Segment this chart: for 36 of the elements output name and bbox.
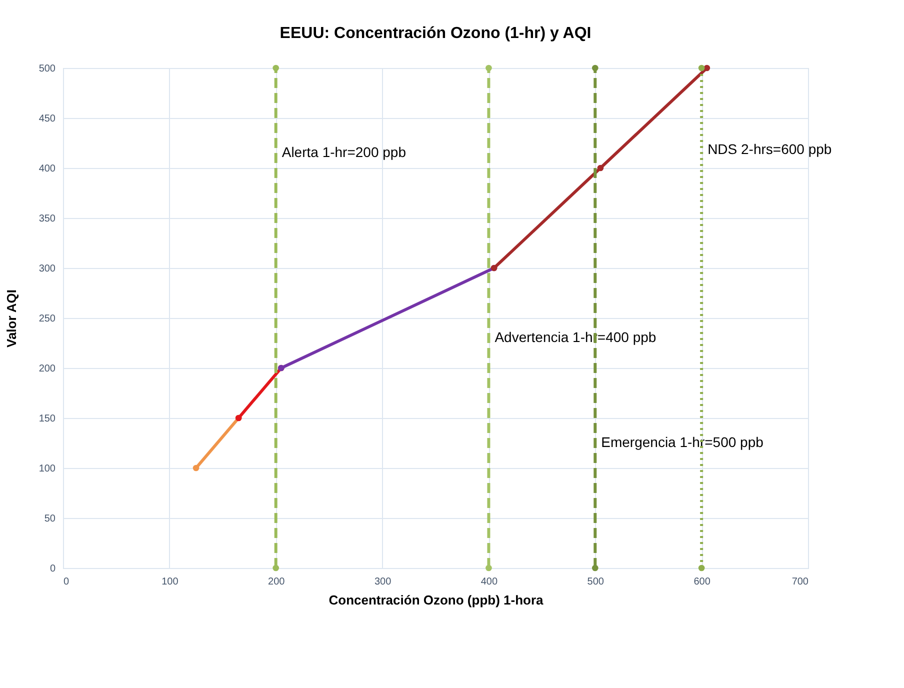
point <box>704 64 710 72</box>
y-tick-label: 500 <box>38 64 56 74</box>
point <box>592 64 598 72</box>
y-axis-title: Valor AQI <box>4 289 19 348</box>
x-tick-label: 700 <box>792 576 809 588</box>
y-tick-label: 100 <box>38 464 56 474</box>
x-tick-label: 200 <box>268 576 286 588</box>
chart-title: EEUU: Concentración Ozono (1-hr) y AQI <box>280 25 592 42</box>
y-tick-label: 250 <box>38 314 56 324</box>
y-tick-label: 450 <box>38 114 56 124</box>
point <box>272 64 280 72</box>
x-axis-title: Concentración Ozono (ppb) 1-hora <box>328 592 544 608</box>
point <box>597 164 604 172</box>
y-tick-label: 350 <box>38 214 56 224</box>
y-tick-label: 300 <box>38 264 56 274</box>
y-tick-label: 150 <box>38 414 56 424</box>
point <box>698 564 705 572</box>
point <box>272 564 280 572</box>
x-tick-label: 0 <box>64 576 70 588</box>
series-label: Emergencia 1-hr=500 ppb <box>601 434 764 450</box>
x-tick-label: 600 <box>694 576 711 588</box>
y-tick-label: 50 <box>44 514 56 524</box>
point <box>486 64 492 72</box>
x-tick-label: 300 <box>374 576 392 588</box>
x-tick-label: 500 <box>587 576 604 588</box>
point <box>592 564 598 572</box>
series-label: Alerta 1-hr=200 ppb <box>282 144 406 160</box>
y-tick-label: 0 <box>50 564 56 574</box>
point <box>698 64 705 72</box>
y-tick-label: 200 <box>38 364 56 374</box>
x-tick-label: 100 <box>162 576 179 588</box>
point <box>192 464 200 472</box>
y-tick-label: 400 <box>38 164 56 174</box>
x-tick-label: 400 <box>480 576 498 588</box>
point <box>486 564 492 572</box>
series-label: NDS 2-hrs=600 ppb <box>708 141 832 157</box>
